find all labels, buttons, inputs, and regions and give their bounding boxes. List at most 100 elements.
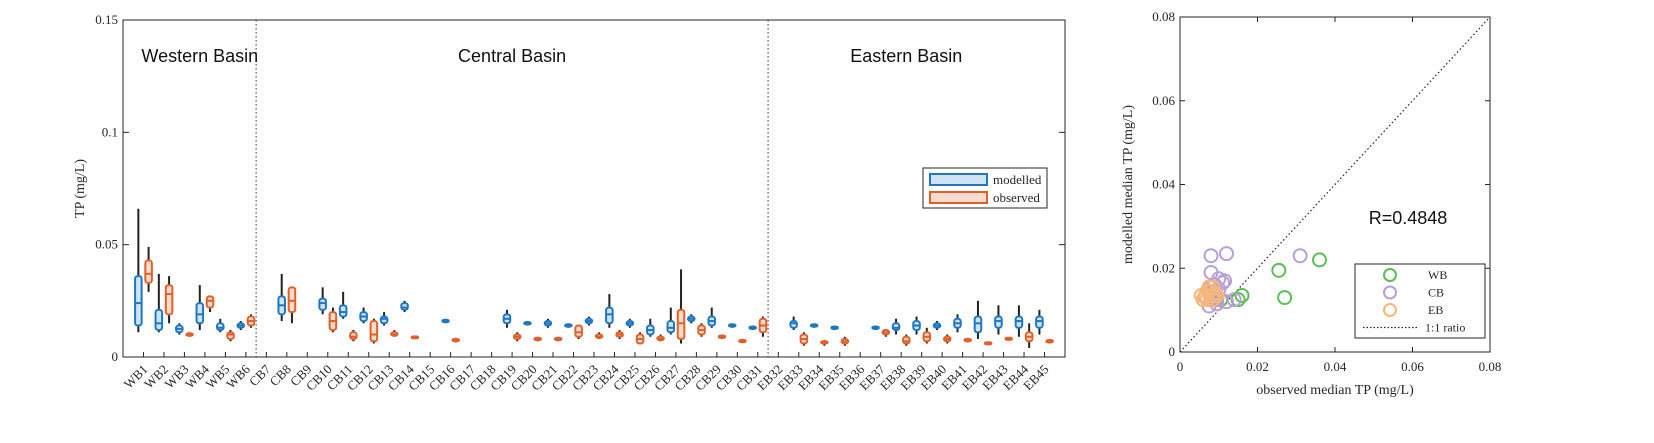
y-tick-label: 0.06 [1152,93,1175,108]
box-observed-EB38 [902,334,911,346]
y-tick-label: 0.04 [1152,177,1175,192]
box-observed-EB34 [820,340,829,346]
box [134,275,143,327]
box [891,322,901,332]
box-observed-CB12 [369,318,379,344]
point-WB [1271,262,1287,278]
box-chart: 0 0.05 0.1 0.15 TP (mg/L) Western Basin Centra… [73,12,1066,394]
box-observed-CB16 [451,337,461,343]
box [154,308,164,332]
legend-swatch [929,191,988,204]
box-modelled-WB4 [195,285,205,331]
box [789,320,798,329]
box-modelled-CB12 [359,307,368,324]
box [349,331,358,341]
box-modelled-CB10 [318,287,327,315]
x-tick-label: 0.06 [1401,359,1424,374]
legend-marker [1383,285,1397,300]
legend-label: 1:1 ratio [1425,321,1465,335]
legend-marker [1383,303,1397,317]
box [676,308,686,341]
region-label: Western Basin [141,46,258,66]
box-observed-CB28 [697,323,706,337]
box [994,315,1003,329]
legend-box [1354,263,1486,339]
box-modelled-WB3 [175,323,184,335]
point-CB [1292,248,1308,264]
box [215,322,225,332]
box [338,304,348,318]
box-observed-EB42 [983,341,993,346]
legend: modelled observed [922,167,1048,209]
box-modelled-WB6 [236,321,246,331]
box-modelled-CB19 [502,309,512,328]
box-modelled-EB35 [830,325,839,331]
box-observed-CB10 [328,307,338,333]
box-modelled-WB5 [215,318,225,333]
y-tick-label: 0 [112,349,119,364]
box-observed-CB13 [390,330,399,337]
legend-label: observed [993,190,1040,205]
box [574,324,583,338]
y-tick-label: 0.15 [95,12,118,27]
box-modelled-CB21 [543,318,553,328]
x-tick-label: 0.02 [1246,359,1269,374]
point-EB [1207,285,1223,301]
box-observed-CB29 [717,334,727,340]
box [195,302,205,325]
legend-label: WB [1428,268,1447,282]
box-observed-CB11 [349,330,358,342]
legend-marker [1383,268,1397,282]
box-observed-CB27 [676,269,686,344]
box-modelled-EB38 [891,318,901,335]
box-observed-CB23 [594,332,604,340]
y-tick-label: 0.1 [102,124,118,139]
box-modelled-EB43 [994,305,1003,335]
point-CB [1219,246,1234,262]
box [164,284,174,316]
box-observed-CB22 [574,324,583,340]
box-modelled-CB26 [646,318,655,337]
box-modelled-EB40 [932,321,942,331]
y-tick-label: 0.02 [1152,260,1175,275]
box-modelled-CB22 [564,323,573,328]
box [902,335,911,345]
legend-label: modelled [993,172,1042,187]
box-observed-CB8 [287,286,297,324]
box [400,302,409,311]
box-modelled-EB45 [1035,309,1044,335]
box-observed-EB40 [942,334,952,344]
box-modelled-WB1 [134,208,143,333]
point-CB [1203,248,1219,264]
annotation: R=0.4848 [1369,208,1448,228]
box-observed-CB20 [533,336,542,342]
box-modelled-EB42 [973,300,983,340]
box-observed-CB26 [656,334,665,342]
box [1035,315,1044,329]
box [205,295,215,309]
box-modelled-CB14 [400,300,409,313]
box-modelled-CB13 [379,312,389,326]
box-modelled-CB28 [686,314,696,324]
box-modelled-CB23 [584,316,594,326]
box-observed-WB2 [164,276,174,324]
point-EB [1209,287,1225,303]
box-modelled-EB44 [1014,305,1024,337]
box-modelled-CB11 [338,291,348,319]
box-observed-EB39 [922,327,932,344]
box-modelled-CB27 [666,307,676,335]
x-tick-label: 0.08 [1479,359,1502,374]
box [379,315,389,325]
region-label: Eastern Basin [850,46,962,66]
box-observed-CB21 [553,336,563,342]
box [144,259,153,284]
box-observed-EB35 [840,336,850,346]
y-tick-label: 0 [1169,344,1176,359]
box-observed-EB33 [799,332,809,346]
box [666,320,676,334]
box-observed-WB1 [144,246,153,292]
box-modelled-EB37 [871,325,880,331]
x-tick-label: 0 [1177,359,1184,374]
box-modelled-CB20 [523,321,532,326]
